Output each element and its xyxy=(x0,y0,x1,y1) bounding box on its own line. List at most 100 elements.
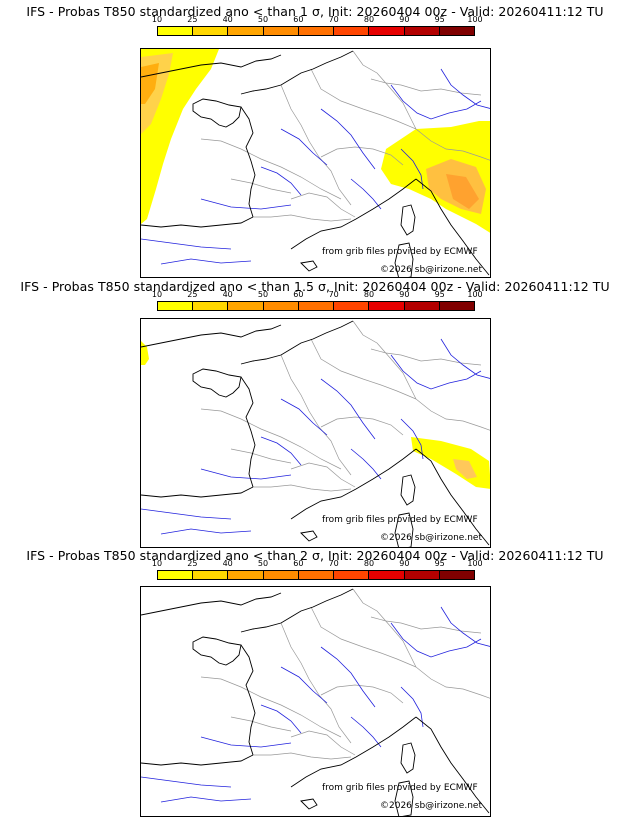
credit-copyright: ©2026 sb@irizone.net xyxy=(380,265,482,275)
coastline xyxy=(415,448,490,546)
admin-border xyxy=(352,50,417,130)
admin-border xyxy=(370,616,482,634)
colorbar-segment xyxy=(158,27,194,35)
colorbar-tick-label: 90 xyxy=(399,290,410,299)
river xyxy=(390,354,482,390)
probability-area-alps-max xyxy=(446,174,479,209)
coastline xyxy=(394,242,414,277)
colorbar-tick-label: 40 xyxy=(222,559,233,568)
coastline xyxy=(240,320,354,365)
colorbar-tick-label: 95 xyxy=(434,15,445,24)
panel-title: IFS - Probas T850 standardized ano < tha… xyxy=(20,279,610,294)
coastline xyxy=(300,530,318,542)
colorbar xyxy=(157,570,475,580)
admin-border xyxy=(310,338,417,400)
colorbar-tick-label: 50 xyxy=(257,15,269,24)
river xyxy=(400,686,424,728)
credit-source: from grib files provided by ECMWF xyxy=(322,783,478,793)
admin-border xyxy=(200,408,342,470)
probability-map: from grib files provided by ECMWF ©2026 … xyxy=(140,48,491,278)
coastline xyxy=(394,512,414,547)
colorbar-tick-label: 25 xyxy=(187,15,198,24)
colorbar-segment xyxy=(334,302,370,310)
coastline xyxy=(141,216,254,228)
probability-area-west-max xyxy=(141,63,159,104)
river xyxy=(350,448,382,480)
probability-map: from grib files provided by ECMWF ©2026 … xyxy=(140,586,491,817)
colorbar-tick-label: 100 xyxy=(467,290,483,299)
colorbar-tick-label: 50 xyxy=(257,559,269,568)
colorbar-tick-label: 95 xyxy=(434,290,445,299)
colorbar-segment xyxy=(439,302,474,310)
colorbar-tick-label: 60 xyxy=(293,559,304,568)
coastline xyxy=(290,448,417,520)
admin-border xyxy=(253,752,352,760)
coastline xyxy=(415,178,490,276)
colorbar-segment xyxy=(439,27,474,35)
colorbar-tick-label: 10 xyxy=(151,15,163,24)
coastline xyxy=(192,368,242,398)
colorbar-tick-label: 80 xyxy=(363,559,375,568)
river xyxy=(280,128,328,166)
coastline xyxy=(290,178,417,250)
colorbar-ticks: 10 25 40 50 60 70 80 90 95 100 xyxy=(152,15,483,26)
river xyxy=(260,704,302,734)
colorbar-tick-label: 60 xyxy=(293,290,304,299)
colorbar-tick-label: 40 xyxy=(222,290,233,299)
colorbar-segment xyxy=(404,571,440,579)
river xyxy=(200,736,292,748)
colorbar-segment xyxy=(193,302,229,310)
river xyxy=(400,418,424,460)
colorbar-segment xyxy=(369,302,405,310)
colorbar-segment xyxy=(298,571,335,579)
colorbar-segment xyxy=(228,27,264,35)
coastline xyxy=(141,486,254,498)
river xyxy=(440,338,490,379)
river xyxy=(350,178,382,210)
colorbar-ticks: 10 25 40 50 60 70 80 90 95 100 xyxy=(152,559,483,570)
colorbar-ticks: 10 25 40 50 60 70 80 90 95 100 xyxy=(152,290,483,301)
probability-area-alps xyxy=(411,437,490,489)
coastline xyxy=(400,204,416,236)
colorbar-segment xyxy=(439,571,474,579)
coastline xyxy=(240,644,256,756)
probability-map: from grib files provided by ECMWF ©2026 … xyxy=(140,318,491,548)
colorbar-segment xyxy=(158,571,194,579)
admin-border xyxy=(320,416,404,436)
admin-border xyxy=(415,666,490,699)
admin-border xyxy=(200,138,342,200)
river xyxy=(400,148,424,190)
map-panel-1: IFS - Probas T850 standardized ano < tha… xyxy=(0,4,630,278)
colorbar-segment xyxy=(298,302,335,310)
colorbar-tick-label: 95 xyxy=(434,559,445,568)
map-panel-3: IFS - Probas T850 standardized ano < tha… xyxy=(0,548,630,818)
colorbar-tick-label: 90 xyxy=(399,15,410,24)
river xyxy=(260,436,302,466)
panel-title: IFS - Probas T850 standardized ano < tha… xyxy=(26,548,604,563)
river xyxy=(440,68,490,109)
colorbar-segment xyxy=(404,27,440,35)
river xyxy=(320,378,376,440)
credit-copyright: ©2026 sb@irizone.net xyxy=(380,801,482,811)
map-canvas xyxy=(141,49,490,277)
colorbar xyxy=(157,301,475,311)
credit-source: from grib files provided by ECMWF xyxy=(322,515,478,525)
colorbar-segment xyxy=(158,302,194,310)
colorbar-segment xyxy=(369,27,405,35)
colorbar-segment xyxy=(228,571,264,579)
colorbar-tick-label: 90 xyxy=(399,559,410,568)
river xyxy=(320,646,376,708)
river xyxy=(160,258,252,265)
coastline xyxy=(192,636,242,666)
colorbar-segment xyxy=(193,27,229,35)
admin-border xyxy=(352,588,417,668)
admin-border xyxy=(415,398,490,431)
coastline xyxy=(394,780,414,816)
river xyxy=(160,528,252,535)
map-canvas xyxy=(141,588,490,816)
map-canvas xyxy=(141,320,490,547)
river xyxy=(141,508,232,520)
river xyxy=(320,108,376,170)
coastline xyxy=(415,716,490,814)
colorbar-tick-label: 100 xyxy=(467,559,483,568)
